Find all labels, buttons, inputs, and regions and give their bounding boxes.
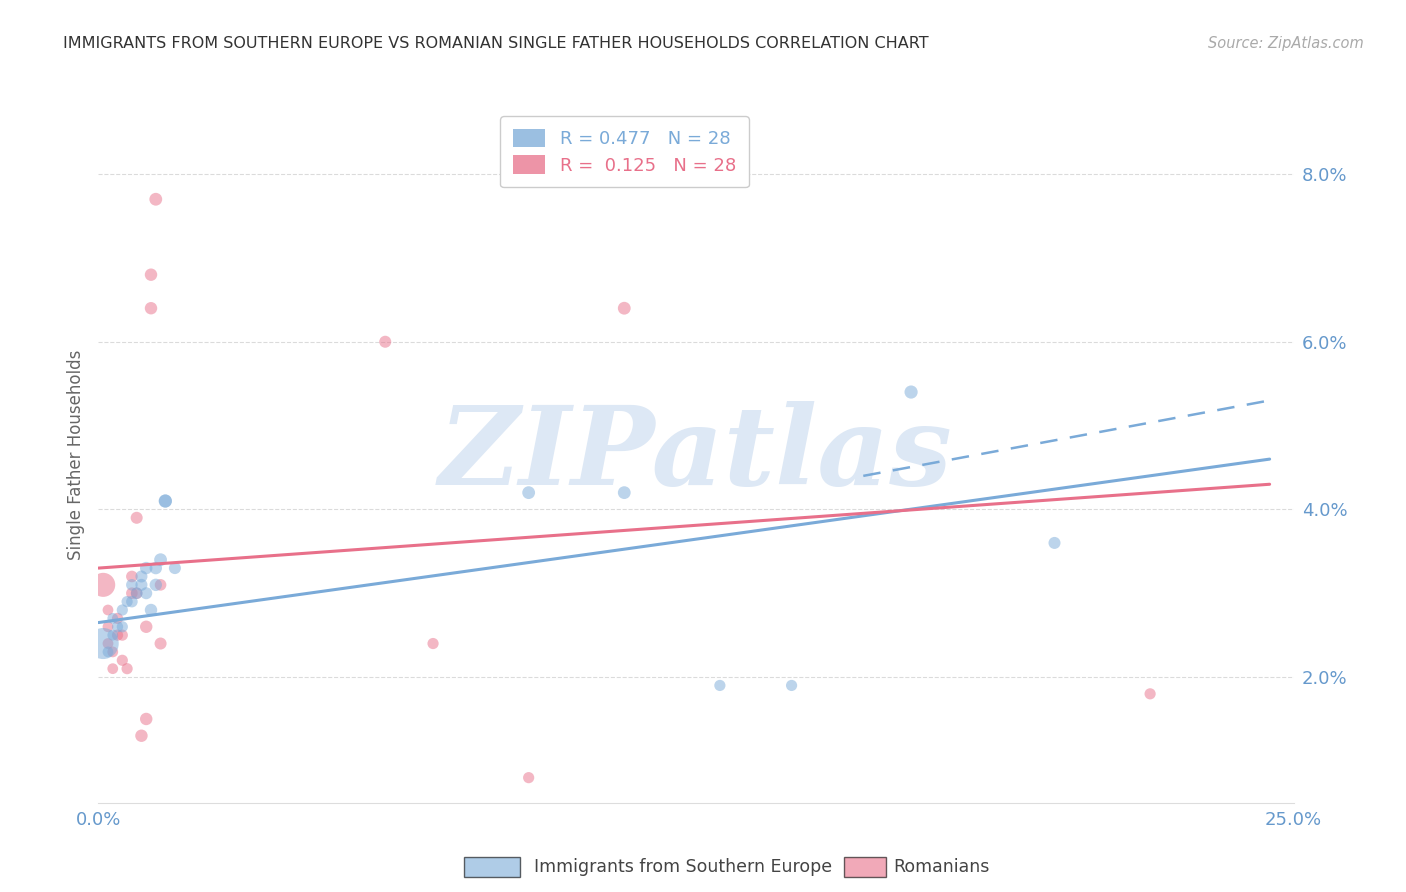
Point [1139, 687, 1161, 701]
Point [131, 578, 153, 592]
Point [135, 586, 157, 600]
Point [107, 628, 129, 642]
Point [97, 620, 120, 634]
Point [517, 485, 540, 500]
Text: ZIPatlas: ZIPatlas [439, 401, 953, 508]
Point [97, 645, 120, 659]
Legend: R = 0.477   N = 28, R =  0.125   N = 28: R = 0.477 N = 28, R = 0.125 N = 28 [501, 116, 748, 187]
Point [121, 594, 143, 608]
Point [111, 603, 134, 617]
Point [125, 510, 148, 524]
Point [121, 586, 143, 600]
Point [149, 552, 172, 566]
Point [107, 611, 129, 625]
Text: Romanians: Romanians [893, 858, 990, 876]
Point [97, 636, 120, 650]
Point [709, 678, 731, 692]
Point [115, 662, 138, 676]
Point [155, 494, 177, 508]
Point [131, 569, 153, 583]
Point [135, 712, 157, 726]
Point [139, 301, 162, 316]
Point [125, 586, 148, 600]
Point [145, 192, 167, 206]
Point [121, 578, 143, 592]
Point [125, 586, 148, 600]
Point [111, 620, 134, 634]
Text: Source: ZipAtlas.com: Source: ZipAtlas.com [1208, 36, 1364, 51]
Point [115, 594, 138, 608]
Point [374, 334, 396, 349]
Point [121, 569, 143, 583]
Text: Immigrants from Southern Europe: Immigrants from Southern Europe [534, 858, 832, 876]
Point [135, 620, 157, 634]
Point [111, 628, 134, 642]
Point [517, 771, 540, 785]
Point [131, 729, 153, 743]
Point [163, 561, 186, 575]
Point [111, 653, 134, 667]
Point [101, 662, 124, 676]
Point [139, 268, 162, 282]
Point [149, 636, 172, 650]
Point [139, 603, 162, 617]
Point [145, 578, 167, 592]
Point [91, 578, 114, 592]
Point [613, 485, 636, 500]
Y-axis label: Single Father Households: Single Father Households [66, 350, 84, 560]
Point [101, 645, 124, 659]
Point [135, 561, 157, 575]
Text: IMMIGRANTS FROM SOUTHERN EUROPE VS ROMANIAN SINGLE FATHER HOUSEHOLDS CORRELATION: IMMIGRANTS FROM SOUTHERN EUROPE VS ROMAN… [63, 36, 929, 51]
Point [155, 494, 177, 508]
Point [107, 620, 129, 634]
Point [780, 678, 803, 692]
Point [900, 385, 922, 400]
Point [97, 603, 120, 617]
Point [613, 301, 636, 316]
Point [422, 636, 444, 650]
Point [145, 561, 167, 575]
Point [91, 636, 114, 650]
Point [149, 578, 172, 592]
Point [101, 611, 124, 625]
Point [101, 628, 124, 642]
Point [1043, 536, 1066, 550]
